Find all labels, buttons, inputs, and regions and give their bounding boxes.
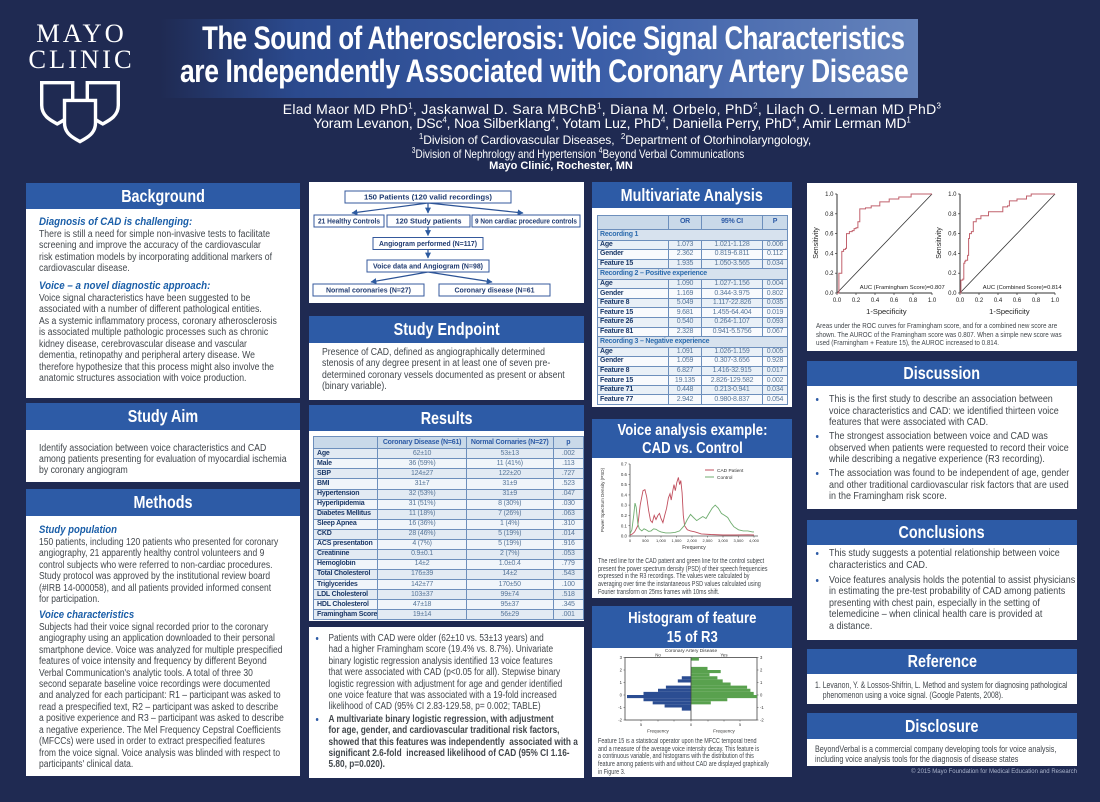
- svg-text:-1: -1: [618, 705, 622, 710]
- svg-text:3: 3: [760, 655, 763, 660]
- svg-text:Frequency: Frequency: [647, 729, 669, 734]
- svg-text:0.0: 0.0: [833, 298, 842, 304]
- svg-text:0.5: 0.5: [621, 482, 628, 487]
- svg-text:0: 0: [690, 722, 693, 727]
- svg-text:0.2: 0.2: [621, 513, 628, 518]
- svg-text:0.4: 0.4: [994, 298, 1003, 304]
- svg-text:Voice data and Angiogram (N=98: Voice data and Angiogram (N=98): [373, 262, 484, 271]
- svg-text:3,500: 3,500: [733, 538, 744, 543]
- svg-text:Coronary disease (N=61: Coronary disease (N=61: [455, 286, 535, 295]
- svg-text:0.6: 0.6: [621, 472, 628, 477]
- svg-text:Yes: Yes: [720, 653, 728, 658]
- svg-text:2: 2: [760, 668, 763, 673]
- svg-text:0.0: 0.0: [825, 291, 834, 297]
- svg-text:Coronary Artery Disease: Coronary Artery Disease: [665, 648, 718, 654]
- svg-text:0.8: 0.8: [1032, 298, 1041, 304]
- svg-text:0.6: 0.6: [825, 232, 834, 238]
- svg-text:0.6: 0.6: [1013, 298, 1022, 304]
- svg-text:1.0: 1.0: [825, 192, 834, 198]
- svg-text:-2: -2: [618, 718, 622, 723]
- svg-text:1: 1: [620, 680, 623, 685]
- svg-text:150 Patients (120 valid record: 150 Patients (120 valid recordings): [364, 193, 493, 202]
- svg-text:0.0: 0.0: [948, 291, 957, 297]
- svg-text:0.4: 0.4: [948, 251, 957, 257]
- svg-text:2,000: 2,000: [687, 538, 698, 543]
- svg-text:4,000: 4,000: [749, 538, 760, 543]
- svg-text:1.0: 1.0: [928, 298, 937, 304]
- svg-text:5: 5: [739, 722, 742, 727]
- svg-text:-2: -2: [760, 718, 764, 723]
- svg-text:0.2: 0.2: [948, 271, 957, 277]
- svg-text:No: No: [655, 653, 661, 658]
- svg-text:Normal coronaries (N=27): Normal coronaries (N=27): [326, 286, 412, 295]
- svg-text:0.0: 0.0: [621, 534, 628, 539]
- svg-text:0.4: 0.4: [621, 493, 628, 498]
- svg-text:0.0: 0.0: [956, 298, 965, 304]
- svg-text:5: 5: [640, 722, 643, 727]
- svg-text:1,000: 1,000: [656, 538, 667, 543]
- svg-text:1-Specificity: 1-Specificity: [866, 307, 907, 316]
- svg-text:Frequency: Frequency: [713, 729, 735, 734]
- svg-text:0.3: 0.3: [621, 503, 628, 508]
- svg-text:0.1: 0.1: [621, 523, 628, 528]
- svg-text:0.7: 0.7: [621, 462, 628, 467]
- svg-text:0.2: 0.2: [852, 298, 861, 304]
- svg-text:1.0: 1.0: [948, 192, 957, 198]
- svg-text:0: 0: [629, 538, 632, 543]
- svg-text:1,500: 1,500: [671, 538, 682, 543]
- svg-text:500: 500: [642, 538, 649, 543]
- svg-text:Angiogram performed (N=117): Angiogram performed (N=117): [379, 239, 478, 248]
- svg-text:21 Healthy Controls: 21 Healthy Controls: [318, 217, 380, 226]
- svg-text:0.4: 0.4: [871, 298, 880, 304]
- svg-text:Control: Control: [717, 475, 732, 481]
- svg-text:AUC (Framingham Score)=0.807: AUC (Framingham Score)=0.807: [860, 285, 945, 291]
- svg-text:2,500: 2,500: [702, 538, 713, 543]
- svg-text:2: 2: [620, 668, 623, 673]
- svg-text:0.2: 0.2: [975, 298, 984, 304]
- svg-text:0.4: 0.4: [825, 251, 834, 257]
- svg-text:1.0: 1.0: [1051, 298, 1060, 304]
- svg-text:Sensitivity: Sensitivity: [813, 227, 820, 259]
- svg-text:0.8: 0.8: [825, 212, 834, 218]
- svg-text:0: 0: [760, 693, 763, 698]
- svg-text:CAD Patient: CAD Patient: [717, 468, 744, 474]
- svg-text:Power Spectrum Density (PSD): Power Spectrum Density (PSD): [600, 467, 605, 532]
- svg-text:9 Non cardiac procedure contro: 9 Non cardiac procedure controls: [475, 217, 577, 226]
- svg-text:Frequency: Frequency: [682, 545, 706, 551]
- svg-text:0.6: 0.6: [948, 232, 957, 238]
- svg-text:1: 1: [760, 680, 763, 685]
- svg-text:1-Specificity: 1-Specificity: [989, 307, 1030, 316]
- svg-text:AUC (Combined Score)=0.814: AUC (Combined Score)=0.814: [983, 285, 1063, 291]
- svg-text:-1: -1: [760, 705, 764, 710]
- svg-text:3: 3: [620, 655, 623, 660]
- svg-text:Sensitivity: Sensitivity: [936, 227, 943, 259]
- svg-text:0: 0: [620, 693, 623, 698]
- svg-text:0.8: 0.8: [948, 212, 957, 218]
- svg-text:0.2: 0.2: [825, 271, 834, 277]
- svg-text:0.8: 0.8: [909, 298, 918, 304]
- svg-text:3,000: 3,000: [718, 538, 729, 543]
- svg-text:120 Study patients: 120 Study patients: [396, 217, 462, 226]
- svg-text:0.6: 0.6: [890, 298, 899, 304]
